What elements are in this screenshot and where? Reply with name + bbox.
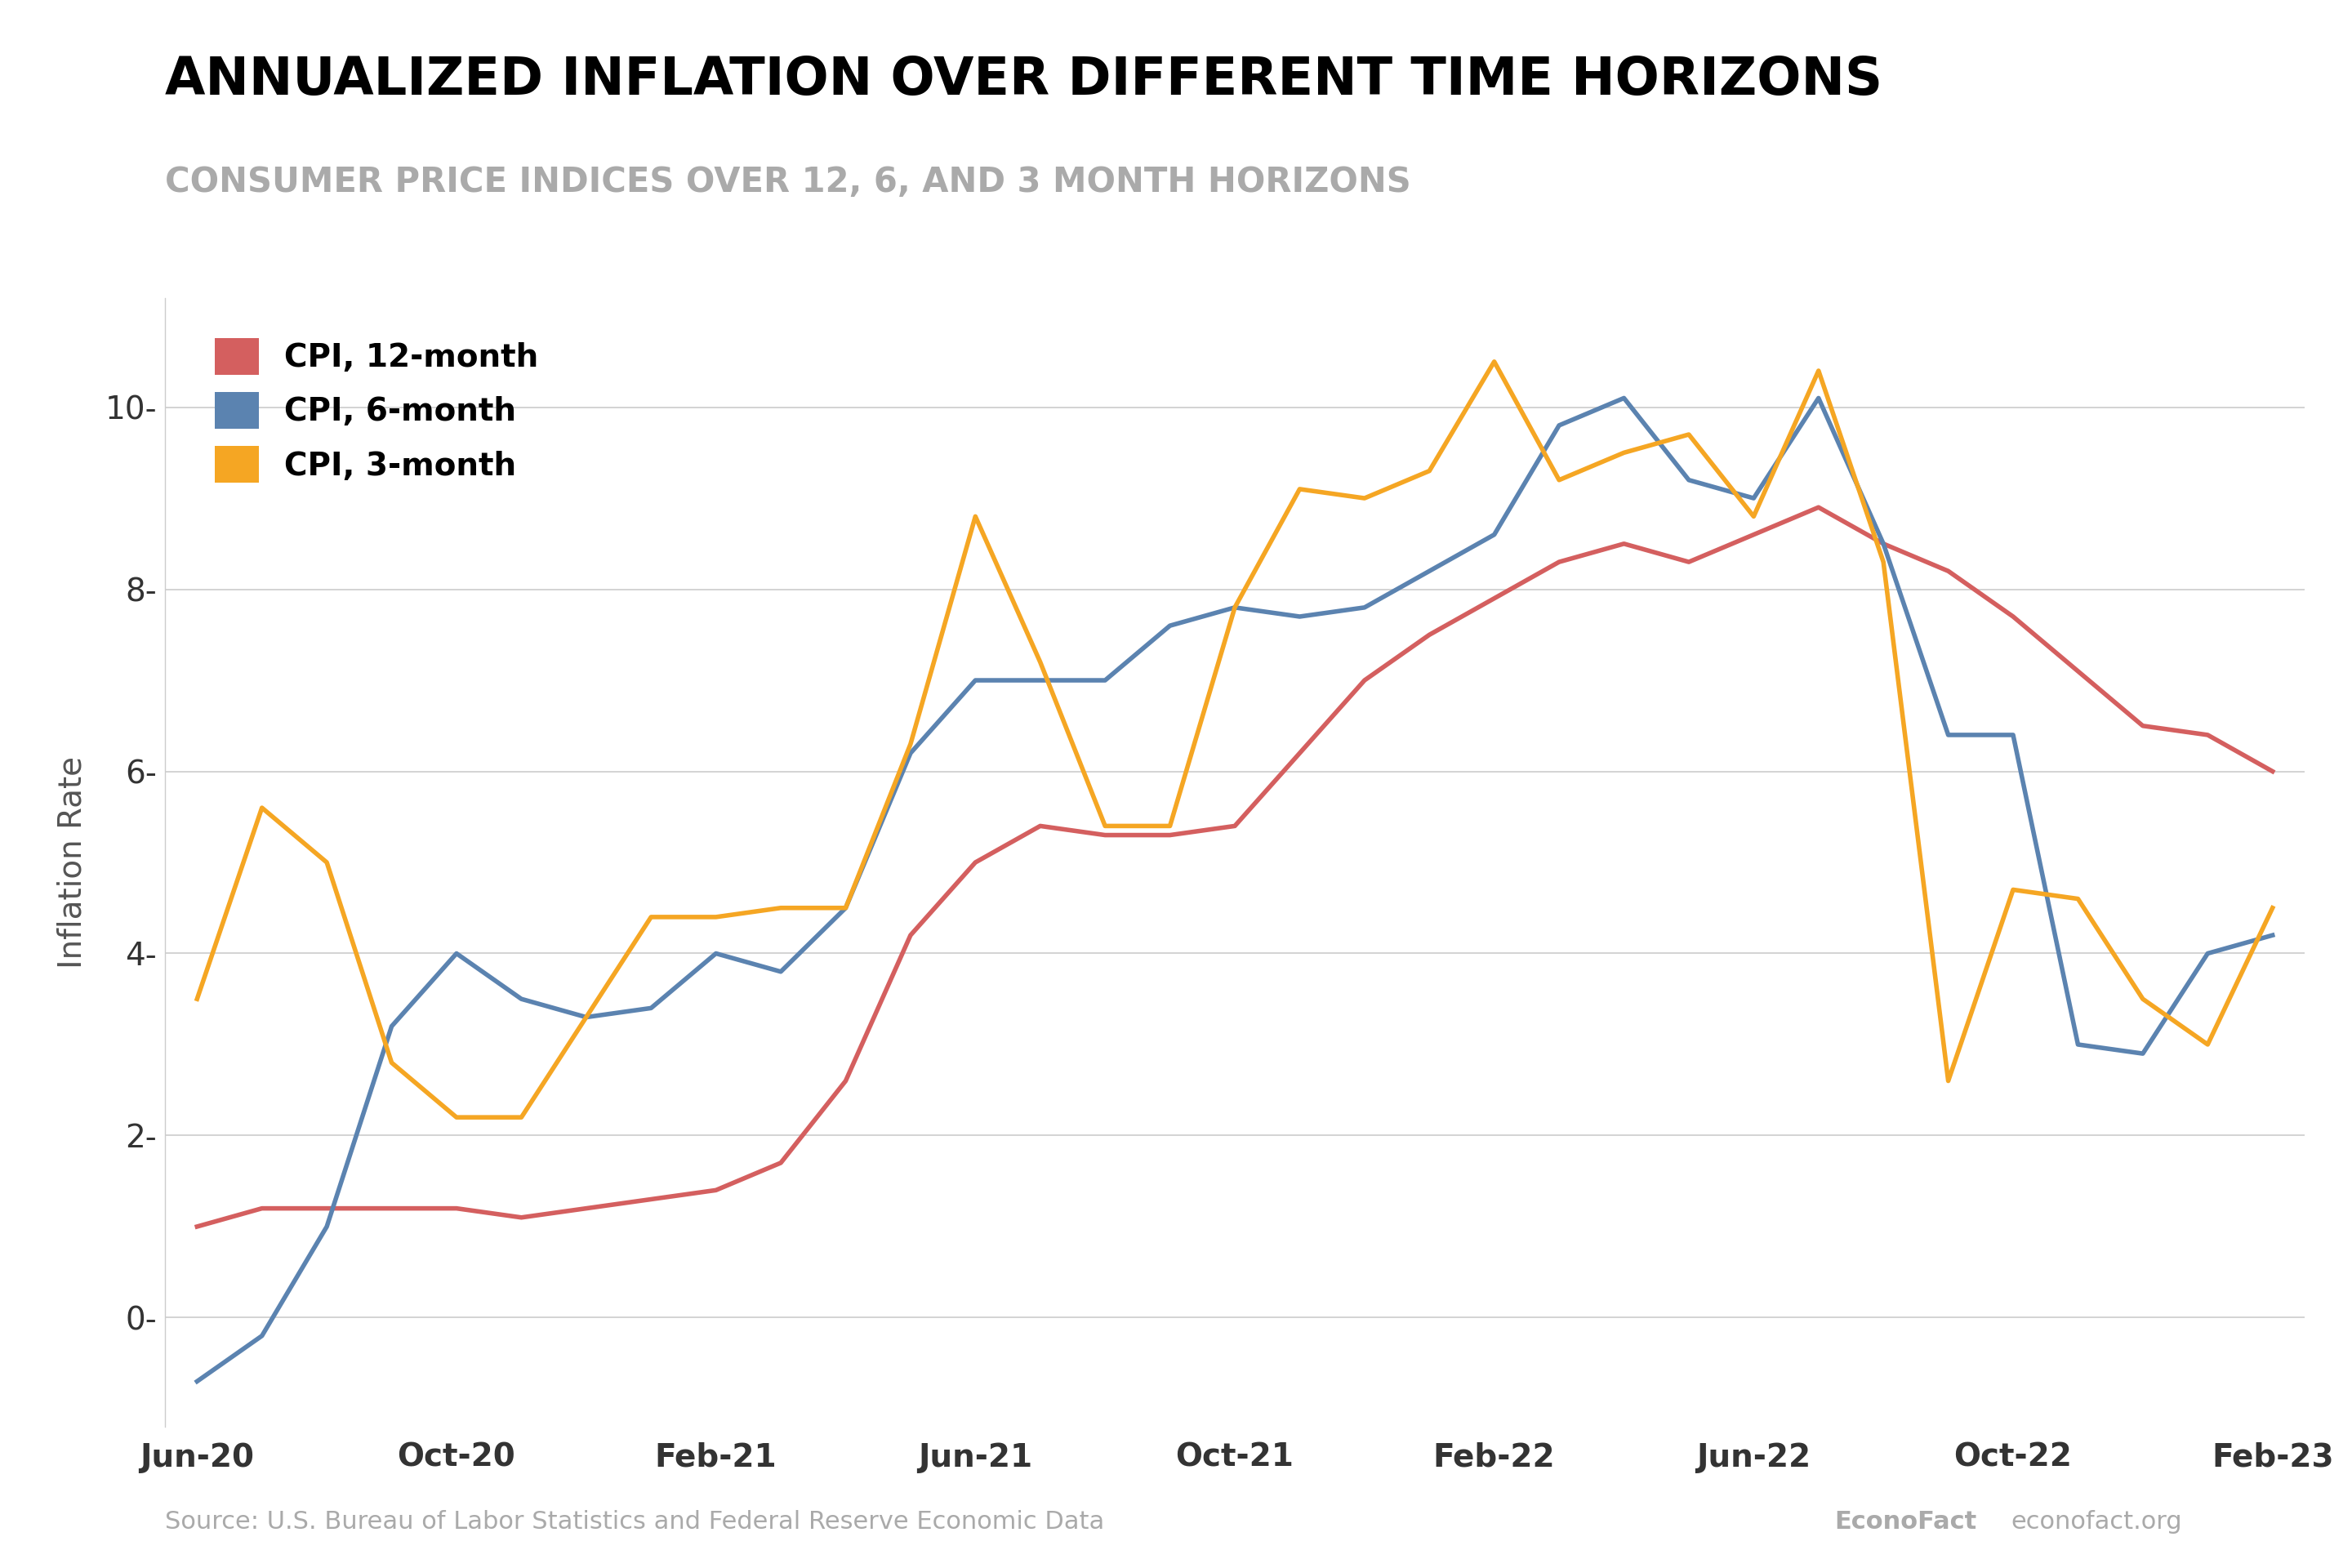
Text: ANNUALIZED INFLATION OVER DIFFERENT TIME HORIZONS: ANNUALIZED INFLATION OVER DIFFERENT TIME… (165, 55, 1882, 105)
Legend: CPI, 12-month, CPI, 6-month, CPI, 3-month: CPI, 12-month, CPI, 6-month, CPI, 3-mont… (202, 325, 550, 495)
Text: econofact.org: econofact.org (2011, 1510, 2183, 1534)
Text: EconoFact: EconoFact (1835, 1510, 1978, 1534)
Y-axis label: Inflation Rate: Inflation Rate (56, 756, 87, 969)
Text: Source: U.S. Bureau of Labor Statistics and Federal Reserve Economic Data: Source: U.S. Bureau of Labor Statistics … (165, 1510, 1103, 1534)
Text: CONSUMER PRICE INDICES OVER 12, 6, AND 3 MONTH HORIZONS: CONSUMER PRICE INDICES OVER 12, 6, AND 3… (165, 165, 1411, 199)
